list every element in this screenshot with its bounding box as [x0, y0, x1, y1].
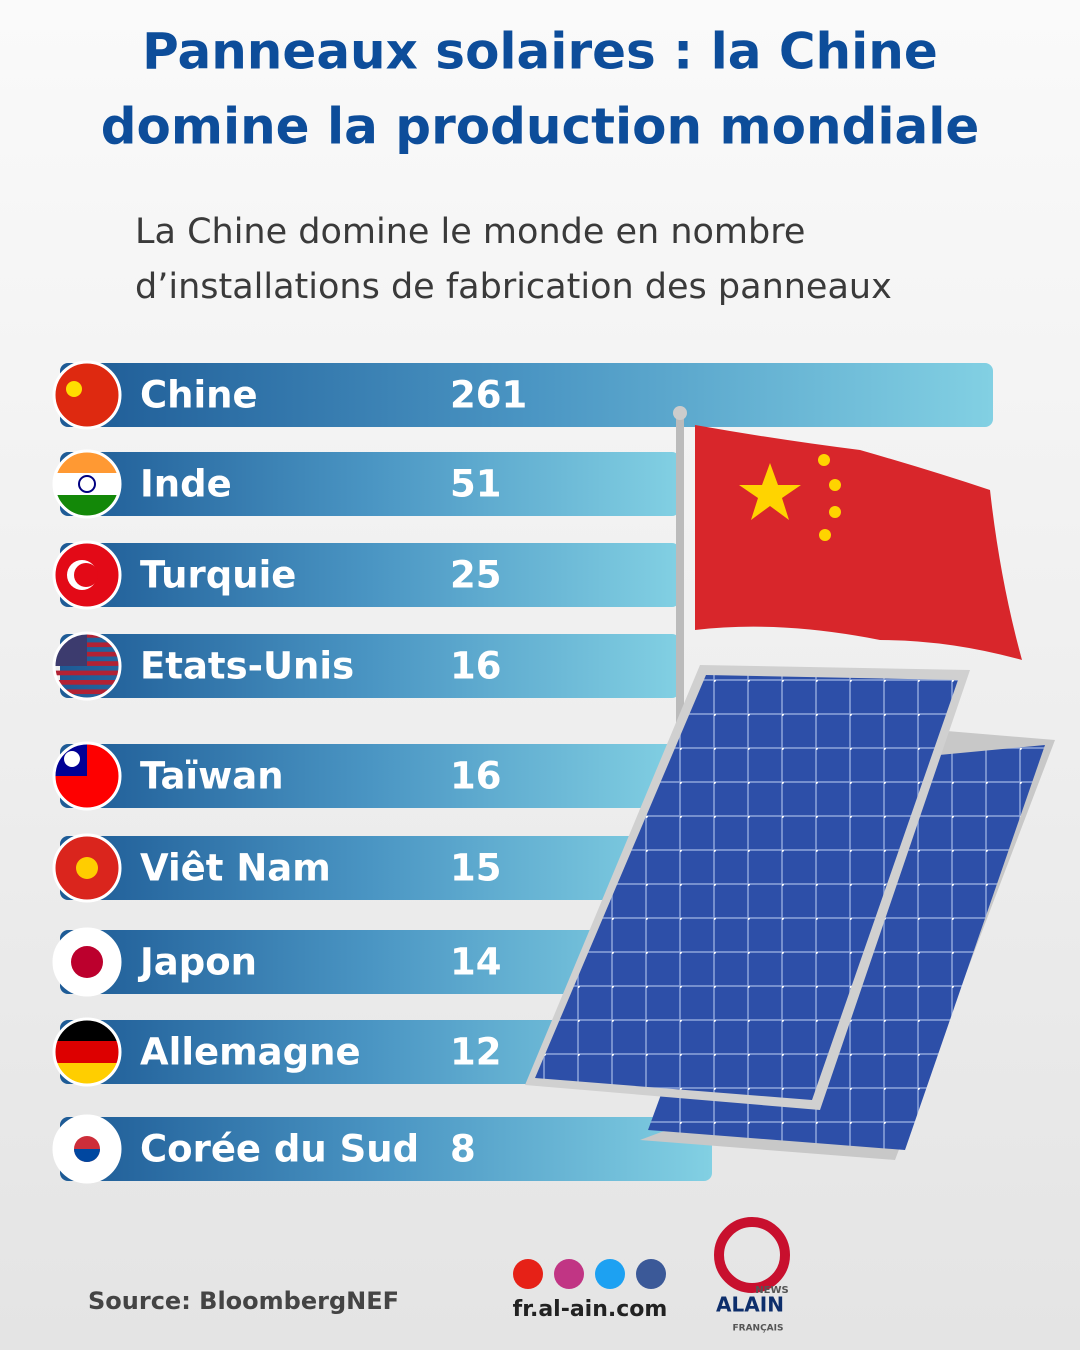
flag-band	[54, 670, 120, 676]
flag	[54, 743, 120, 809]
country-name: Allemagne	[140, 1031, 361, 1074]
flag-star	[76, 857, 98, 879]
flag-border	[52, 833, 122, 903]
flag-wheel	[78, 475, 96, 493]
bar	[60, 543, 680, 607]
bar	[60, 930, 680, 994]
flag-moon	[74, 563, 98, 587]
logo-lang: FRANÇAIS	[733, 1324, 784, 1334]
country-name: Taïwan	[140, 755, 284, 798]
flag-taeguk	[74, 1149, 100, 1162]
value: 51	[450, 463, 502, 506]
bar	[60, 452, 680, 516]
subtitle: d’installations de fabrication des panne…	[135, 267, 892, 307]
flag-star	[66, 381, 82, 397]
bar	[60, 1020, 680, 1084]
bar	[60, 363, 993, 427]
source: Source: BloombergNEF	[88, 1287, 399, 1315]
value: 8	[450, 1128, 476, 1171]
flag	[54, 1116, 120, 1182]
country-name: Inde	[140, 463, 232, 506]
value: 16	[450, 755, 502, 798]
flag	[54, 542, 120, 608]
bar	[60, 634, 680, 698]
flag-bg	[54, 362, 120, 428]
flag-band	[54, 473, 120, 495]
website[interactable]: fr.al-ain.com	[513, 1297, 668, 1322]
bar	[60, 836, 680, 900]
country-name: Etats-Unis	[140, 645, 354, 688]
subtitle: La Chine domine le monde en nombre	[135, 212, 805, 252]
flag	[54, 929, 120, 995]
flag-border	[52, 1017, 122, 1087]
flag	[54, 362, 120, 428]
bar	[60, 1117, 712, 1181]
illustration	[525, 406, 1055, 1160]
flag-border	[52, 927, 122, 997]
bar	[60, 744, 680, 808]
value: 261	[450, 374, 527, 417]
flag-border	[52, 741, 122, 811]
value: 12	[450, 1031, 502, 1074]
social-icons	[513, 1259, 666, 1289]
country-name: Japon	[137, 941, 257, 984]
flag	[54, 835, 120, 901]
rows: Chine 261 Inde 51 Turquie 25 Etats-Unis 16 Taïwa…	[52, 360, 993, 1184]
flag-band	[54, 689, 120, 695]
value: 15	[450, 847, 502, 890]
flag-sun	[71, 946, 103, 978]
country-name: Viêt Nam	[140, 847, 331, 890]
flag-border	[52, 1114, 122, 1184]
flag-border	[52, 360, 122, 430]
flag-band	[54, 1041, 120, 1063]
title: domine la production mondiale	[101, 98, 980, 156]
flag-border	[52, 631, 122, 701]
logo-news: NEWS	[755, 1285, 788, 1296]
country-name: Corée du Sud	[140, 1128, 419, 1171]
flag-border	[52, 449, 122, 519]
logo-name: ALAIN	[716, 1293, 784, 1317]
country-name: Turquie	[140, 554, 296, 597]
value: 25	[450, 554, 502, 597]
flag-band	[54, 680, 120, 685]
value: 16	[450, 645, 502, 688]
logo: NEWS ALAIN FRANÇAIS	[714, 1217, 790, 1334]
flag-border	[52, 540, 122, 610]
value: 14	[450, 941, 502, 984]
country-name: Chine	[140, 374, 258, 417]
flag-sun	[64, 751, 80, 767]
title: Panneaux solaires : la Chine	[142, 23, 938, 81]
